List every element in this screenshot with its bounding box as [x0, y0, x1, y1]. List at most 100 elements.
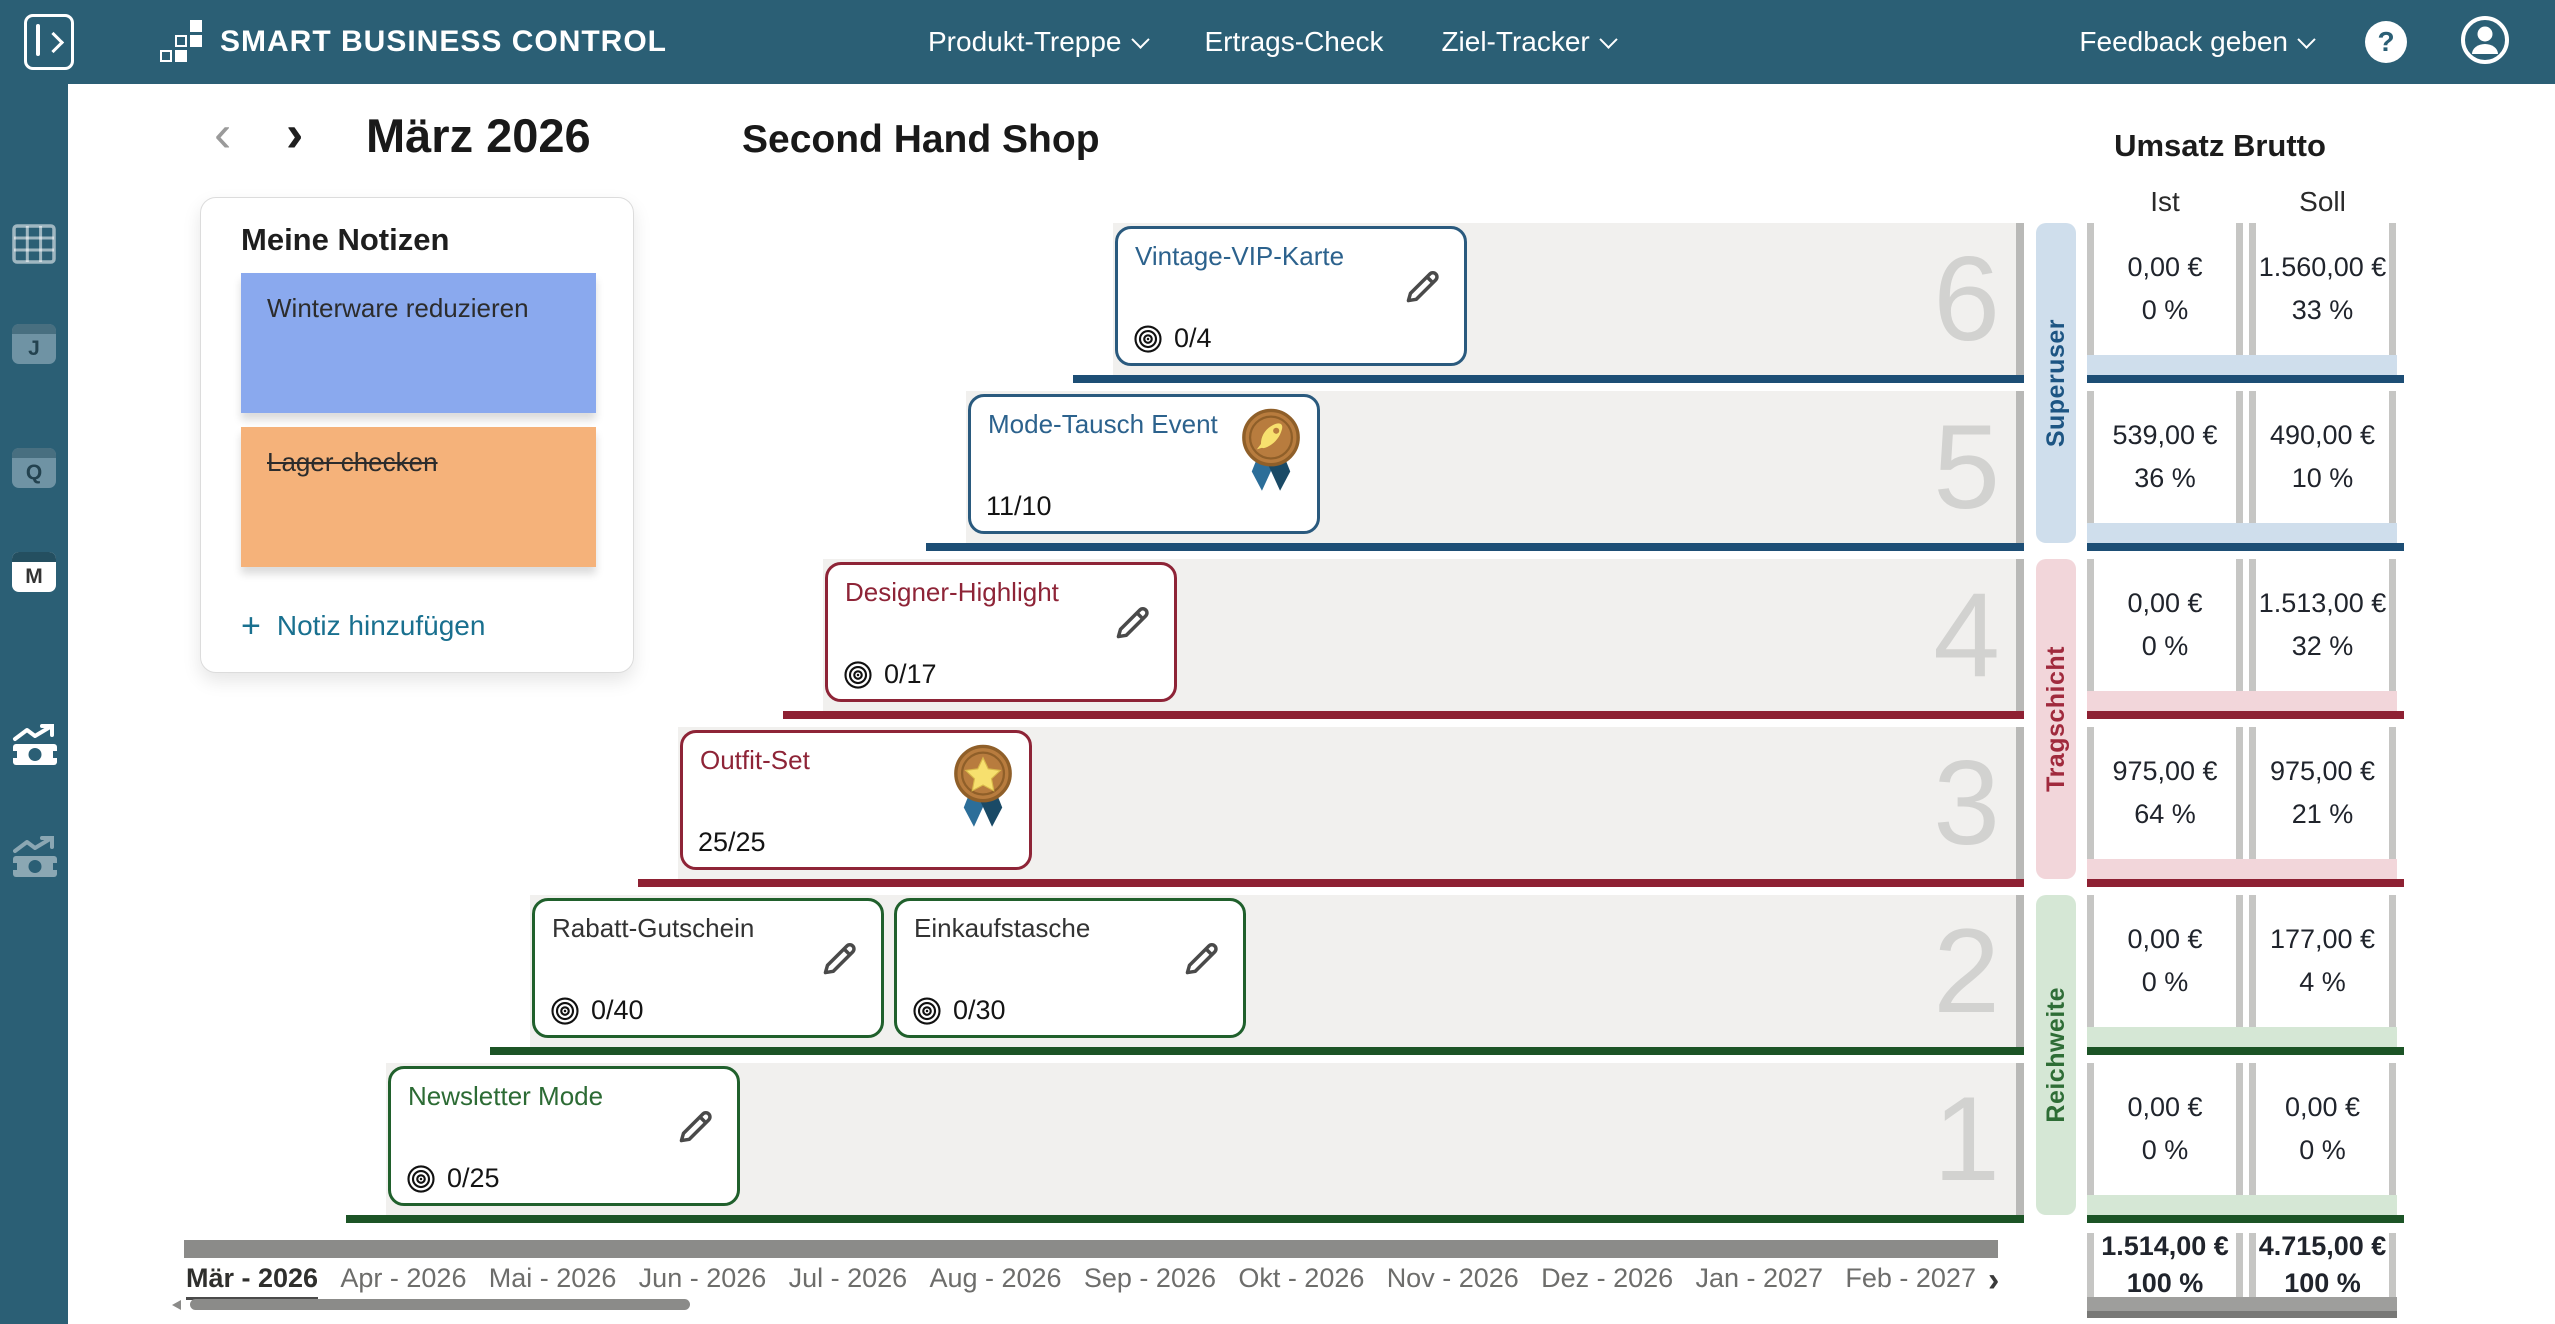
timeline-month[interactable]: Jun - 2026 [638, 1263, 767, 1293]
revenue-value: 0,00 € [2284, 1092, 2361, 1122]
edit-product-button[interactable] [1110, 601, 1154, 650]
edit-pencil-icon[interactable] [673, 1105, 717, 1149]
previous-month-button[interactable]: ‹ [214, 105, 232, 163]
note-text: Lager checken [267, 447, 438, 477]
edit-product-button[interactable] [1179, 937, 1223, 986]
product-card[interactable]: Rabatt-Gutschein 0/40 [532, 898, 884, 1038]
timeline-track [184, 1240, 1998, 1258]
product-count: 11/10 [986, 491, 1052, 521]
revenue-percent: 0 % [2299, 1135, 2346, 1165]
timeline-month[interactable]: Okt - 2026 [1238, 1263, 1365, 1293]
nav-item-ertrags-check[interactable]: Ertrags-Check [1205, 26, 1384, 58]
staircase-step-line [926, 543, 2024, 551]
timeline-next-arrow[interactable]: › [1988, 1261, 2000, 1299]
revenue-percent: 64 % [2134, 799, 2196, 829]
target-icon [844, 660, 872, 689]
hscroll-left-arrow-icon[interactable] [172, 1300, 181, 1310]
target-icon [407, 1164, 435, 1193]
app-brand: SMART BUSINESS CONTROL [160, 0, 667, 84]
year-view-icon[interactable]: J [12, 324, 56, 364]
layer-label-text: Reichweite [2041, 987, 2070, 1123]
revenue-actual-icon[interactable] [12, 724, 57, 771]
calendar-header-bar [12, 552, 56, 562]
timeline-month[interactable]: Jan - 2027 [1695, 1263, 1824, 1293]
product-count: 0/25 [447, 1163, 500, 1193]
timeline-month[interactable]: Aug - 2026 [929, 1263, 1062, 1293]
main-nav: Produkt-Treppe Ertrags-Check Ziel-Tracker [928, 0, 1618, 84]
revenue-row-strip [2087, 691, 2397, 711]
level-number: 5 [1933, 400, 2000, 534]
next-month-button[interactable]: › [286, 105, 304, 163]
product-card[interactable]: Designer-Highlight 0/17 [825, 562, 1177, 702]
revenue-percent: 21 % [2291, 799, 2354, 829]
top-navigation-bar: SMART BUSINESS CONTROL Produkt-Treppe Ert… [0, 0, 2555, 84]
revenue-percent: 0 % [2141, 631, 2189, 661]
nav-item-label: Produkt-Treppe [928, 26, 1122, 57]
user-avatar-button[interactable] [2459, 14, 2511, 71]
timeline-month[interactable]: Dez - 2026 [1541, 1263, 1674, 1293]
edit-pencil-icon[interactable] [1400, 265, 1444, 309]
note-item[interactable]: Winterware reduzieren [241, 273, 596, 413]
quarter-view-icon[interactable]: Q [12, 448, 56, 488]
revenue-row-strip [2087, 1195, 2397, 1215]
product-card[interactable]: Newsletter Mode 0/25 [388, 1066, 740, 1206]
revenue-percent: 0 % [2141, 967, 2189, 997]
note-item[interactable]: Lager checken [241, 427, 596, 567]
edit-product-button[interactable] [673, 1105, 717, 1154]
revenue-plan-icon[interactable] [12, 836, 57, 883]
timeline-month-active[interactable]: Mär - 2026 [186, 1263, 319, 1300]
sidebar-toggle-button[interactable] [24, 14, 74, 70]
help-button[interactable]: ? [2365, 21, 2407, 63]
revenue-cell-ist: 0,00 € 0 % [2087, 223, 2243, 355]
topbar-right-group: Feedback geben ? [2079, 0, 2511, 84]
revenue-value: 0,00 € [2127, 924, 2203, 954]
nav-item-label: Ertrags-Check [1204, 26, 1384, 57]
timeline-month[interactable]: Mai - 2026 [488, 1263, 617, 1293]
product-card[interactable]: Vintage-VIP-Karte 0/4 [1115, 226, 1467, 366]
product-card[interactable]: Einkaufstasche 0/30 [894, 898, 1246, 1038]
revenue-value: 0,00 € [2127, 252, 2203, 282]
product-card-title: Vintage-VIP-Karte [1135, 241, 1345, 271]
revenue-cell-soll: 4.715,00 € 100 % [2249, 1231, 2396, 1298]
revenue-value: 1.514,00 € [2101, 1231, 2229, 1261]
timeline-month[interactable]: Sep - 2026 [1083, 1263, 1216, 1293]
add-note-button[interactable]: + Notiz hinzufügen [241, 609, 485, 643]
calendar-m-glyph: M [12, 552, 56, 592]
timeline-month[interactable]: Jul - 2026 [788, 1263, 908, 1293]
product-card[interactable]: Mode-Tausch Event 11/10 [968, 394, 1320, 534]
edit-product-button[interactable] [1400, 265, 1444, 314]
timeline-month[interactable]: Feb - 2027 [1845, 1263, 1976, 1293]
revenue-cell-ist: 1.514,00 € 100 % [2087, 1231, 2243, 1298]
revenue-total-line [2087, 1311, 2397, 1318]
revenue-cell-soll: 177,00 € 4 % [2249, 895, 2396, 1027]
revenue-percent: 33 % [2291, 295, 2354, 325]
timeline-month[interactable]: Apr - 2026 [340, 1263, 467, 1293]
product-card[interactable]: Outfit-Set 25/25 [680, 730, 1032, 870]
edit-pencil-icon[interactable] [1179, 937, 1223, 981]
revenue-row-line [2087, 711, 2404, 719]
feedback-menu[interactable]: Feedback geben [2079, 26, 2316, 58]
revenue-cell-soll: 490,00 € 10 % [2249, 391, 2396, 523]
notes-panel: Meine Notizen Winterware reduzieren Lager… [200, 197, 634, 673]
month-view-icon[interactable]: M [12, 552, 56, 592]
edit-product-button[interactable] [817, 937, 861, 986]
nav-item-produkt-treppe[interactable]: Produkt-Treppe [928, 26, 1150, 58]
horizontal-scrollbar-thumb[interactable] [190, 1299, 690, 1310]
chevron-down-icon [1130, 29, 1150, 49]
revenue-row-line [2087, 879, 2404, 887]
edit-pencil-icon[interactable] [817, 937, 861, 981]
timeline-month[interactable]: Nov - 2026 [1386, 1263, 1519, 1293]
revenue-cell-soll: 0,00 € 0 % [2249, 1063, 2396, 1195]
table-view-icon[interactable] [12, 224, 56, 269]
help-icon: ? [2377, 26, 2395, 57]
edit-pencil-icon[interactable] [1110, 601, 1154, 645]
sidebar-toggle-panel-line [36, 24, 40, 56]
revenue-cell-ist: 0,00 € 0 % [2087, 1063, 2243, 1195]
nav-item-ziel-tracker[interactable]: Ziel-Tracker [1441, 26, 1618, 58]
product-progress: 0/17 [843, 659, 937, 690]
staircase-row-end-bar [2016, 559, 2024, 711]
product-progress: 0/30 [912, 995, 1006, 1026]
level-number: 2 [1933, 904, 2000, 1038]
product-progress: 0/25 [406, 1163, 500, 1194]
